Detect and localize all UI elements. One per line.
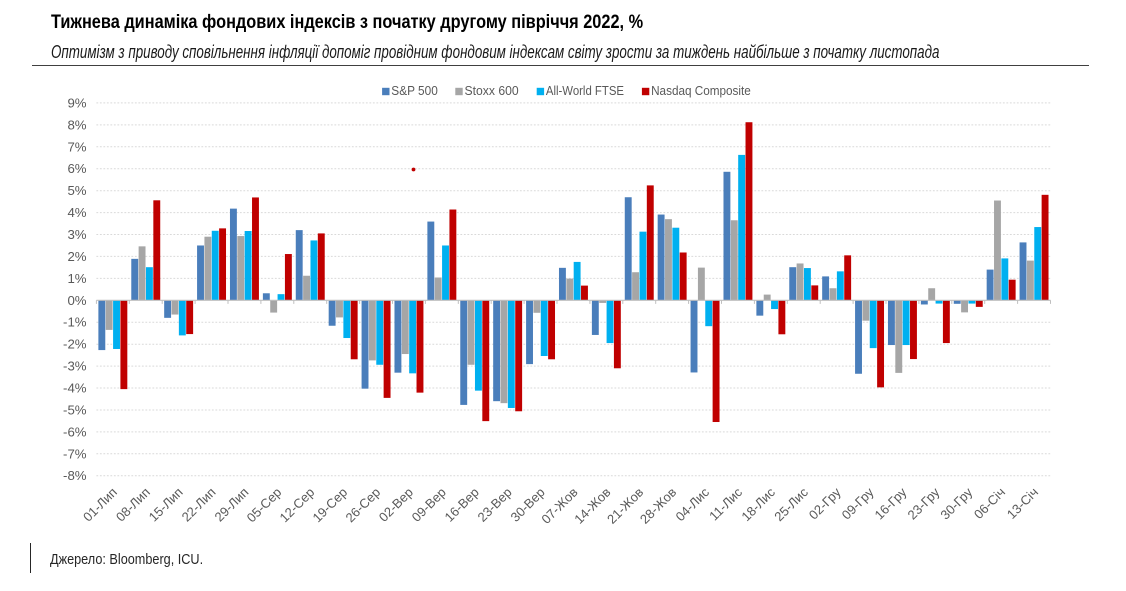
svg-text:09-Вер: 09-Вер bbox=[409, 485, 449, 525]
svg-text:12-Сер: 12-Сер bbox=[277, 485, 318, 526]
svg-text:0%: 0% bbox=[67, 293, 86, 308]
svg-text:8%: 8% bbox=[67, 117, 86, 132]
svg-text:9%: 9% bbox=[67, 95, 86, 110]
svg-text:2%: 2% bbox=[67, 249, 86, 264]
svg-text:6%: 6% bbox=[67, 161, 86, 176]
svg-text:-8%: -8% bbox=[63, 468, 87, 483]
svg-text:-2%: -2% bbox=[63, 337, 87, 352]
svg-text:18-Лис: 18-Лис bbox=[738, 484, 778, 524]
svg-text:15-Лип: 15-Лип bbox=[146, 485, 186, 525]
svg-text:4%: 4% bbox=[67, 205, 86, 220]
svg-text:02-Гру: 02-Гру bbox=[806, 484, 844, 522]
svg-text:02-Вер: 02-Вер bbox=[376, 485, 416, 525]
svg-text:All-World FTSE: All-World FTSE bbox=[546, 83, 624, 98]
svg-text:-4%: -4% bbox=[63, 381, 87, 396]
svg-text:-3%: -3% bbox=[63, 359, 87, 374]
svg-text:22-Лип: 22-Лип bbox=[179, 485, 219, 525]
svg-text:04-Лис: 04-Лис bbox=[672, 484, 712, 524]
svg-text:Nasdaq Composite: Nasdaq Composite bbox=[651, 83, 751, 98]
svg-text:S&P 500: S&P 500 bbox=[391, 83, 438, 98]
svg-text:23-Вер: 23-Вер bbox=[474, 485, 514, 525]
svg-text:30-Гру: 30-Гру bbox=[937, 484, 975, 522]
svg-text:11-Лис: 11-Лис bbox=[706, 484, 745, 523]
svg-text:5%: 5% bbox=[67, 183, 86, 198]
svg-text:7%: 7% bbox=[67, 139, 86, 154]
svg-text:06-Січ: 06-Січ bbox=[971, 485, 1008, 522]
svg-text:1%: 1% bbox=[67, 271, 86, 286]
svg-text:16-Гру: 16-Гру bbox=[872, 484, 910, 522]
svg-text:3%: 3% bbox=[67, 227, 86, 242]
svg-text:Stoxx 600: Stoxx 600 bbox=[465, 83, 519, 98]
svg-text:05-Сер: 05-Сер bbox=[244, 485, 285, 526]
svg-text:28-Жов: 28-Жов bbox=[637, 484, 679, 526]
svg-text:08-Лип: 08-Лип bbox=[113, 485, 153, 525]
svg-text:-1%: -1% bbox=[63, 315, 87, 330]
svg-text:26-Сер: 26-Сер bbox=[342, 485, 383, 526]
svg-text:19-Сер: 19-Сер bbox=[309, 485, 350, 526]
svg-text:-7%: -7% bbox=[63, 446, 87, 461]
svg-text:-6%: -6% bbox=[63, 424, 87, 439]
svg-text:-5%: -5% bbox=[63, 403, 87, 418]
svg-text:23-Гру: 23-Гру bbox=[905, 484, 943, 522]
svg-text:09-Гру: 09-Гру bbox=[839, 484, 877, 522]
svg-text:29-Лип: 29-Лип bbox=[211, 485, 251, 525]
svg-text:16-Вер: 16-Вер bbox=[442, 485, 482, 525]
svg-text:13-Січ: 13-Січ bbox=[1004, 485, 1041, 522]
svg-text:25-Лис: 25-Лис bbox=[771, 484, 811, 524]
svg-text:01-Лип: 01-Лип bbox=[80, 485, 120, 525]
